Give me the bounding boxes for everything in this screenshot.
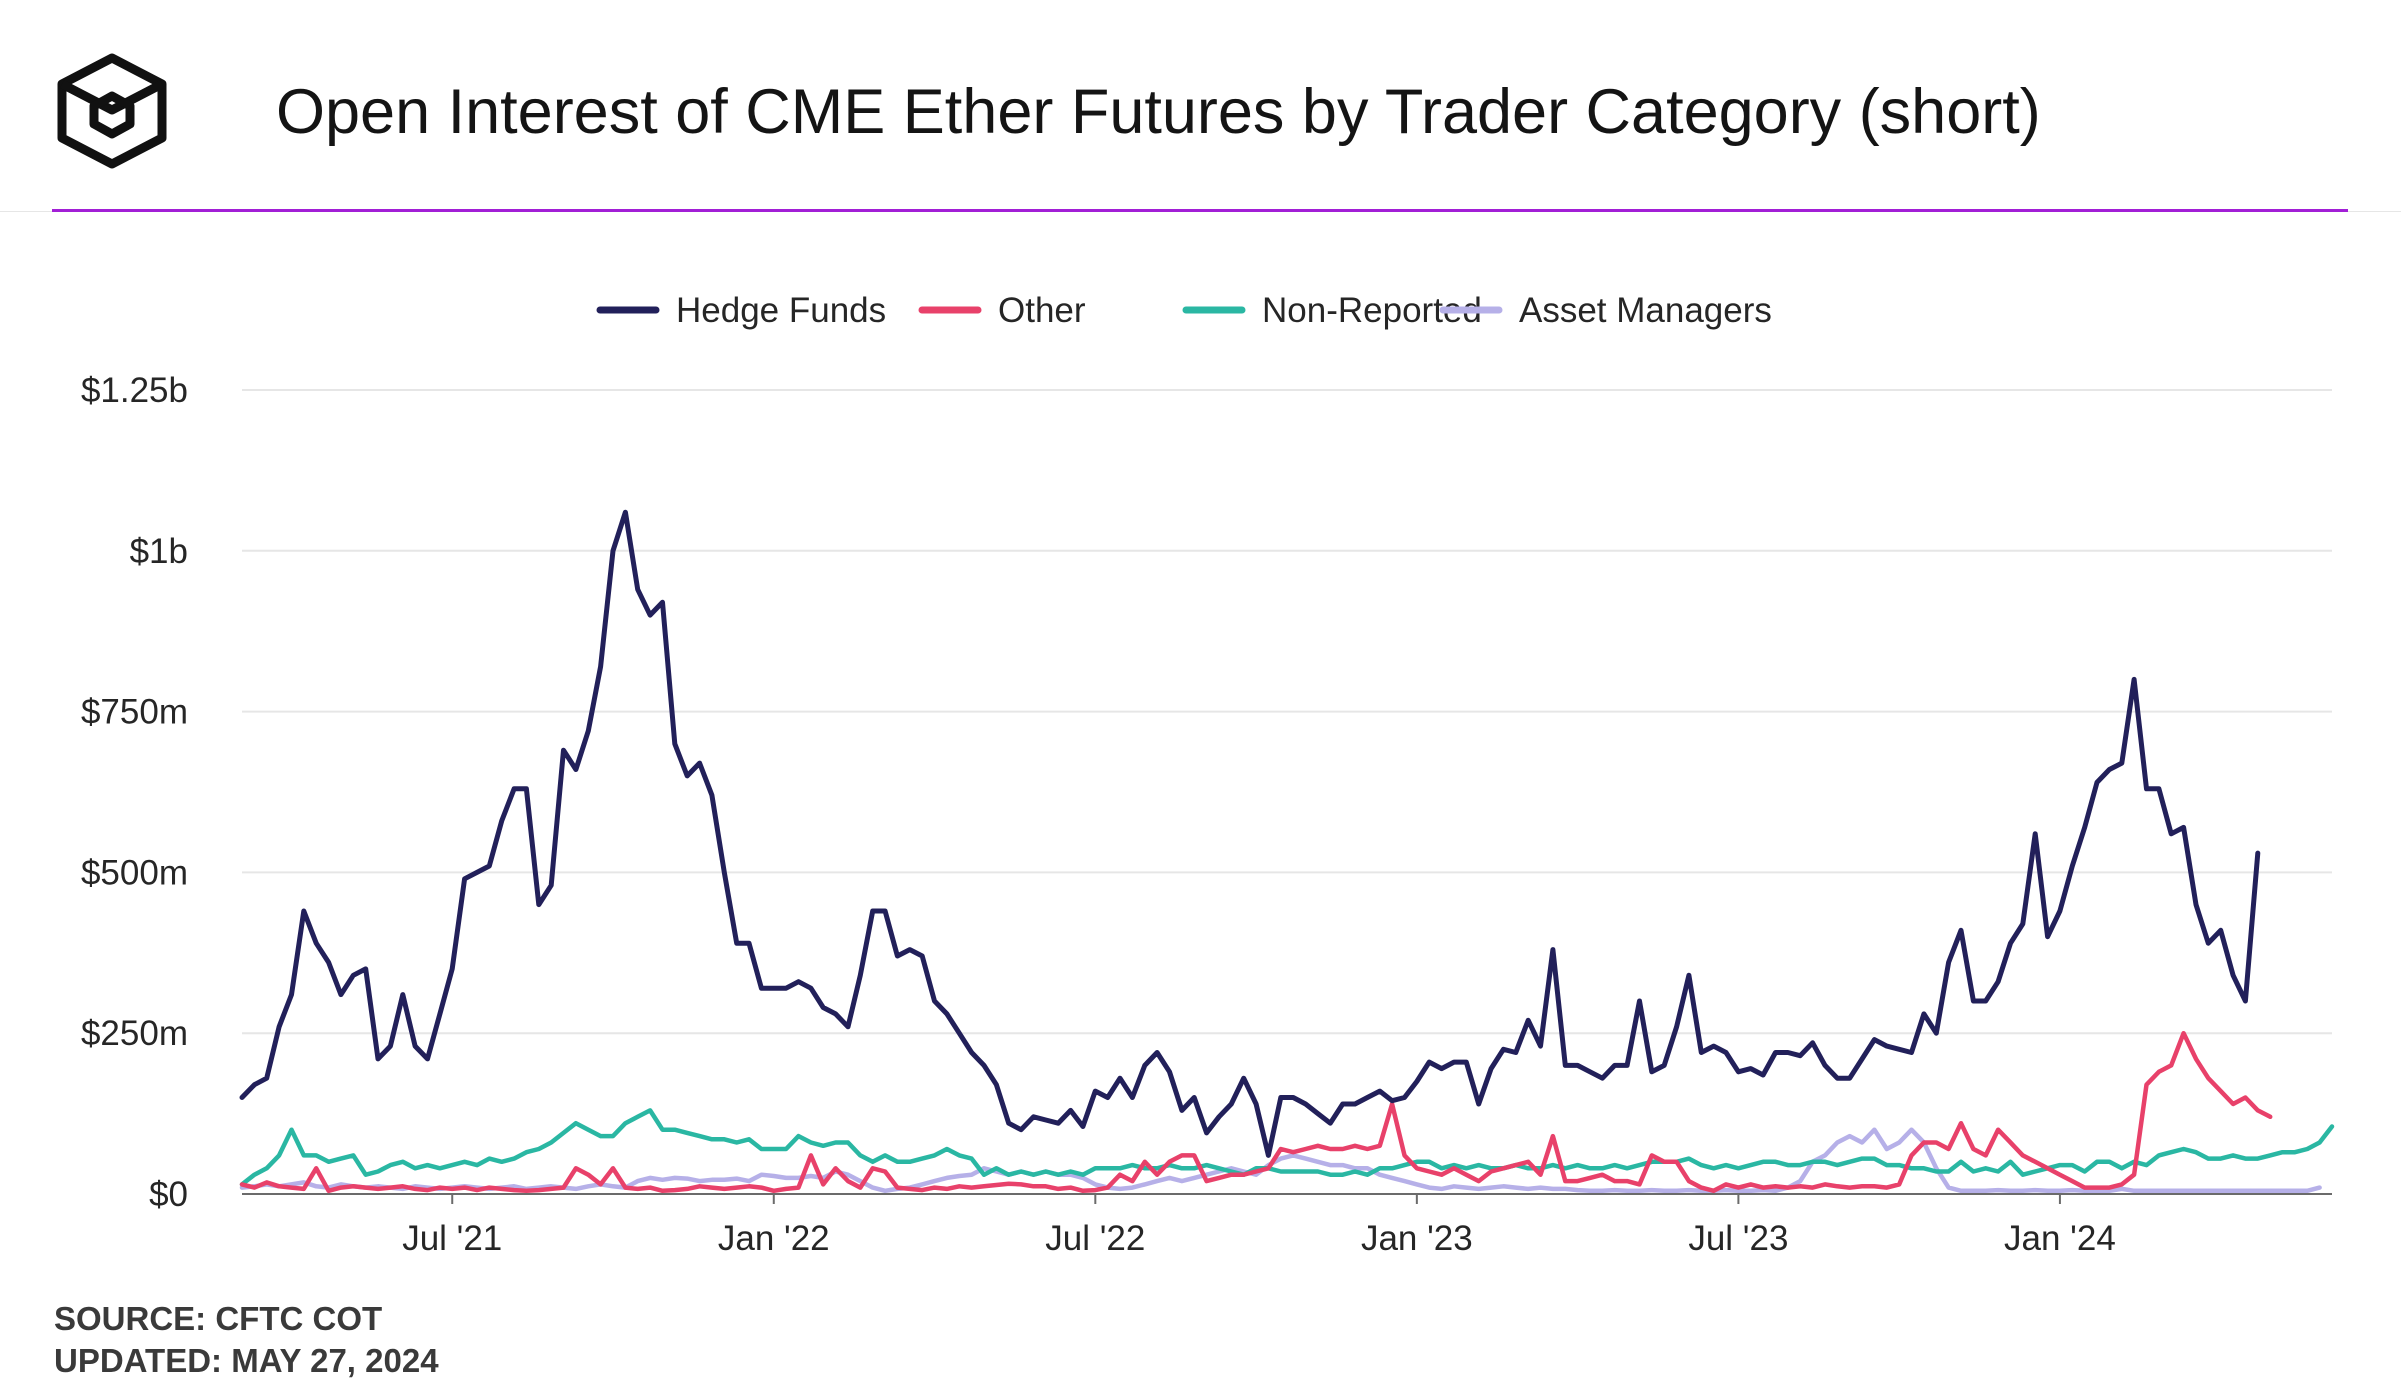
chart-footer: SOURCE: CFTC COT UPDATED: MAY 27, 2024 [54, 1298, 439, 1382]
y-axis: $0 $250m $500m $750m $1b $1.25b [81, 371, 188, 1214]
source-note: SOURCE: CFTC COT [54, 1300, 383, 1337]
y-tick-label: $1.25b [81, 371, 188, 410]
legend-label-hedge-funds: Hedge Funds [676, 291, 886, 330]
updated-note: UPDATED: MAY 27, 2024 [54, 1342, 439, 1379]
page-title: Open Interest of CME Ether Futures by Tr… [276, 77, 2041, 147]
x-tick-label: Jul '23 [1688, 1219, 1788, 1258]
series-line-asset-managers [239, 1127, 2322, 1194]
series-line-non-reported [239, 1108, 2335, 1187]
x-tick-label: Jul '22 [1045, 1219, 1145, 1258]
chart-legend: Hedge Funds Other Non-Reported Asset Manage… [596, 291, 1772, 330]
y-tick-label: $500m [81, 853, 188, 892]
x-tick-label: Jul '21 [402, 1219, 502, 1258]
y-tick-label: $250m [81, 1014, 188, 1053]
y-tick-label: $1b [130, 532, 188, 571]
line-chart: Hedge Funds Other Non-Reported Asset Manage… [81, 291, 2335, 1258]
x-tick-label: Jan '23 [1361, 1219, 1473, 1258]
y-tick-label: $0 [149, 1175, 188, 1214]
chart-grid [242, 389, 2332, 1035]
legend-label-asset-managers: Asset Managers [1519, 291, 1772, 330]
legend-label-other: Other [998, 291, 1086, 330]
chart-series [239, 509, 2335, 1194]
series-line-other [239, 1030, 2273, 1194]
x-tick-label: Jan '22 [718, 1219, 830, 1258]
x-tick-label: Jan '24 [2004, 1219, 2116, 1258]
accent-divider [52, 209, 2348, 212]
series-line-hedge-funds [239, 509, 2261, 1158]
y-tick-label: $750m [81, 693, 188, 732]
x-axis: Jul '21 Jan '22 Jul '22 Jan '23 Jul '23 Jan '… [242, 1193, 2332, 1258]
the-block-logo-icon [57, 53, 167, 169]
